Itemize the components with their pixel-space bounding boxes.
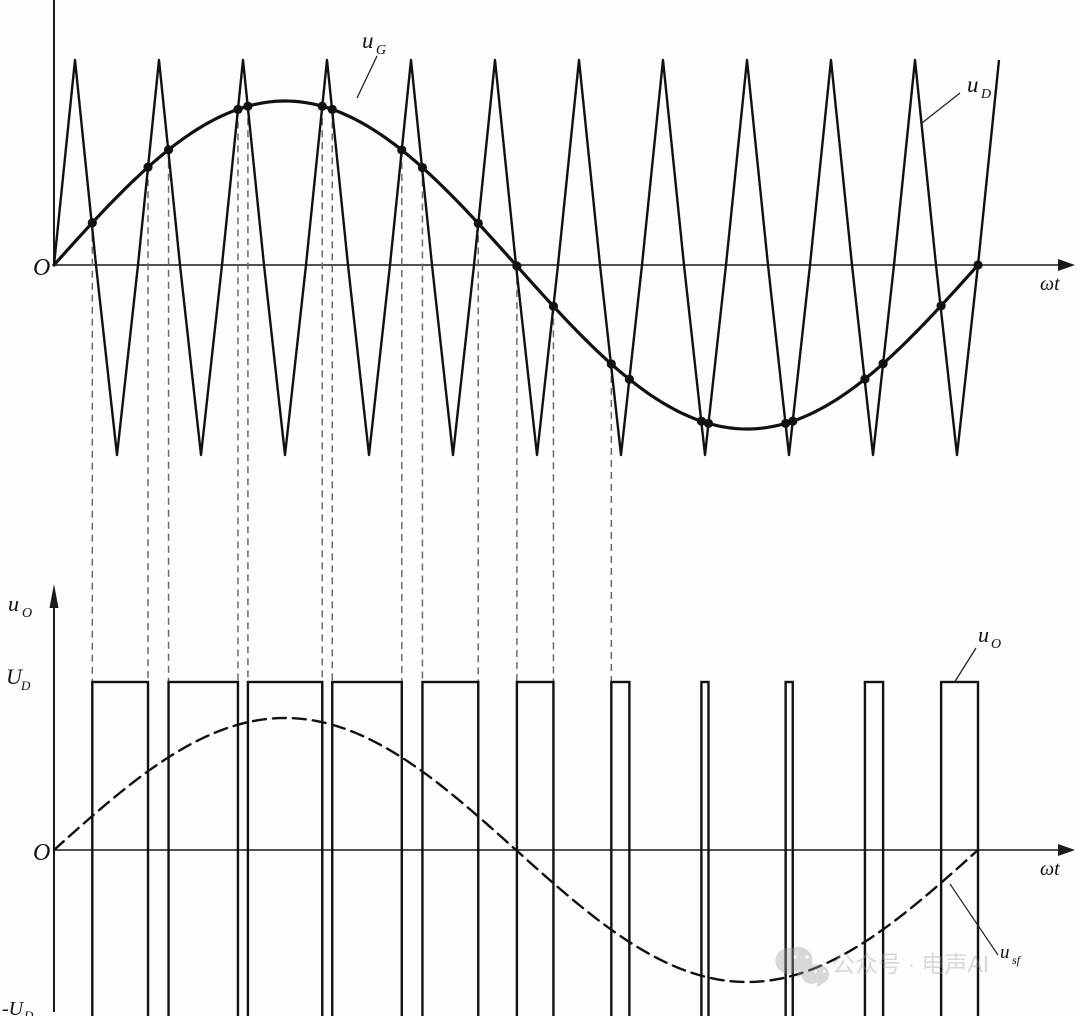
svg-text:sf: sf — [1012, 953, 1022, 967]
svg-text:ωt: ωt — [1040, 273, 1060, 295]
svg-text:O: O — [33, 255, 50, 281]
svg-text:G: G — [376, 43, 386, 58]
svg-text:O: O — [22, 606, 32, 621]
svg-text:-U: -U — [2, 998, 25, 1016]
svg-text:O: O — [991, 637, 1001, 652]
svg-text:公众号 · 电声AI: 公众号 · 电声AI — [832, 951, 989, 977]
svg-text:u: u — [362, 28, 374, 53]
svg-text:u: u — [967, 72, 979, 97]
svg-text:u: u — [978, 622, 989, 647]
svg-text:u: u — [1000, 942, 1010, 963]
svg-text:D: D — [23, 1008, 34, 1016]
svg-text:D: D — [980, 87, 991, 102]
svg-text:u: u — [8, 591, 19, 616]
svg-text:D: D — [20, 678, 31, 693]
svg-text:ωt: ωt — [1040, 858, 1060, 880]
svg-text:O: O — [33, 840, 50, 866]
